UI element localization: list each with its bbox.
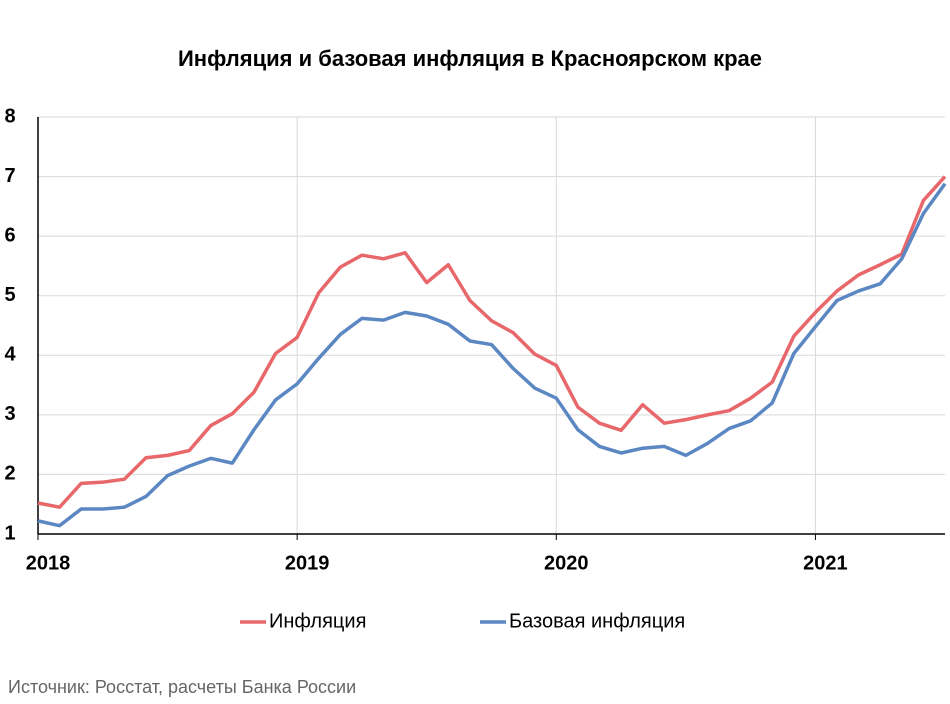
y-tick-label: 7 xyxy=(4,165,15,187)
y-tick-label: 1 xyxy=(4,522,15,544)
source-note: Источник: Росстат, расчеты Банка России xyxy=(8,677,356,697)
y-tick-label: 5 xyxy=(4,284,15,306)
y-tick-label: 3 xyxy=(4,403,15,425)
chart-title: Инфляция и базовая инфляция в Красноярск… xyxy=(178,46,762,71)
y-tick-label: 8 xyxy=(4,105,15,127)
y-tick-label: 6 xyxy=(4,224,15,246)
y-tick-label: 2 xyxy=(4,463,15,485)
x-tick-label: 2020 xyxy=(544,552,589,574)
series-line xyxy=(37,182,947,528)
legend-label: Инфляция xyxy=(269,610,366,632)
x-tick-label: 2018 xyxy=(26,552,71,574)
x-tick-label: 2021 xyxy=(803,552,848,574)
x-tick-label: 2019 xyxy=(285,552,330,574)
legend-label: Базовая инфляция xyxy=(509,610,685,632)
series-line xyxy=(37,175,947,509)
y-tick-label: 4 xyxy=(4,344,16,366)
